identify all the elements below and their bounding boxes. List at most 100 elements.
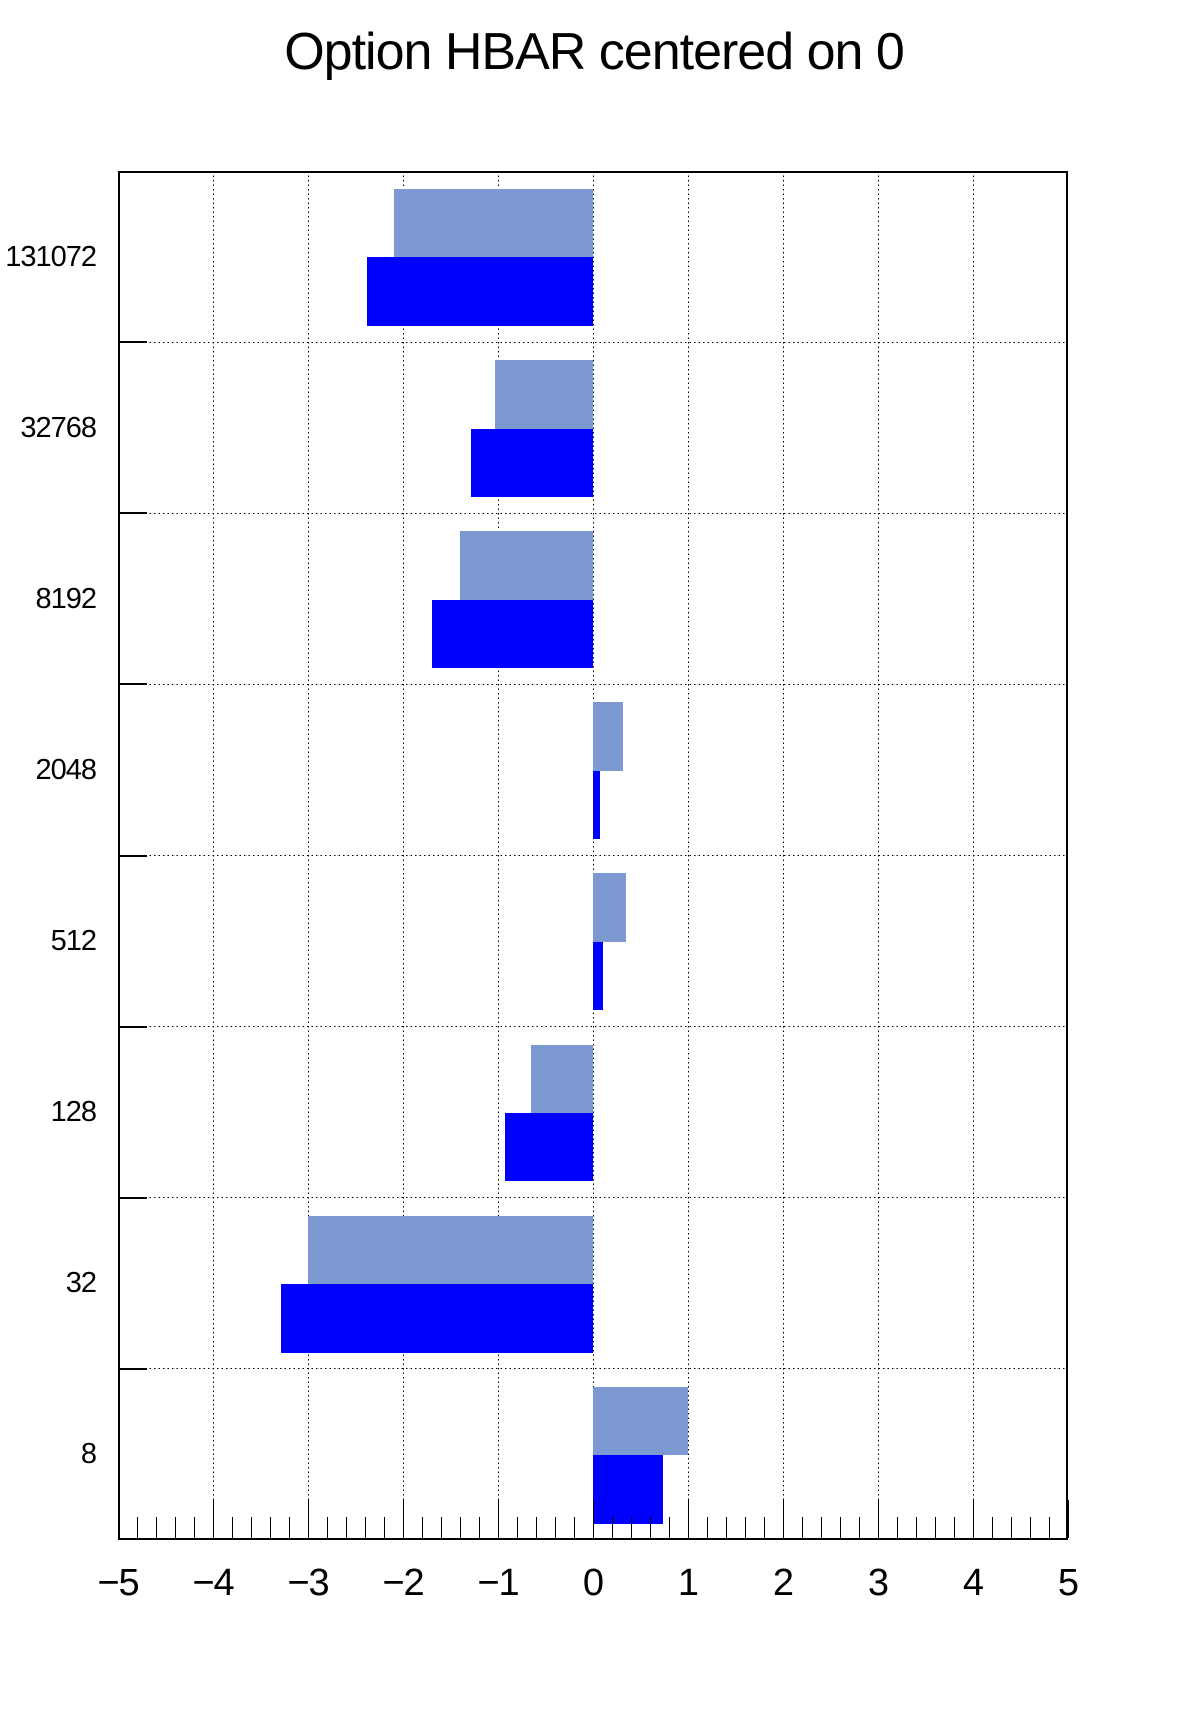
x-axis-minor-tick	[1029, 1517, 1031, 1538]
x-axis-minor-tick	[421, 1517, 423, 1538]
y-tick-label: 2048	[35, 753, 97, 786]
y-tick-label: 8192	[35, 582, 97, 615]
x-axis-minor-tick	[193, 1517, 195, 1538]
x-axis-major-tick	[212, 1500, 214, 1538]
x-axis-minor-tick	[953, 1517, 955, 1538]
x-axis-minor-tick	[345, 1517, 347, 1538]
bar-light-blue-bars	[308, 1215, 593, 1285]
x-tick-label: 5	[1057, 1562, 1079, 1604]
x-axis-minor-tick	[231, 1517, 233, 1538]
x-axis-minor-tick	[611, 1517, 613, 1538]
y-tick-label: 128	[50, 1096, 97, 1129]
gridline-horizontal	[118, 512, 1068, 514]
x-axis-minor-tick	[668, 1517, 670, 1538]
x-axis-minor-tick	[915, 1517, 917, 1538]
y-axis-bin-tick	[118, 512, 147, 515]
x-axis-minor-tick	[269, 1517, 271, 1538]
y-tick-label: 8	[80, 1438, 97, 1471]
x-axis-minor-tick	[516, 1517, 518, 1538]
bar-light-blue-bars	[393, 188, 593, 258]
y-axis-bin-tick	[118, 683, 147, 686]
bar-blue-bars	[281, 1284, 593, 1353]
y-tick-label: 32768	[20, 411, 97, 444]
x-axis-minor-tick	[440, 1517, 442, 1538]
bar-light-blue-bars	[460, 531, 593, 600]
bar-light-blue-bars	[531, 1044, 593, 1114]
gridline-horizontal	[118, 1026, 1068, 1028]
gridline-horizontal	[118, 683, 1068, 685]
x-axis-minor-tick	[991, 1517, 993, 1538]
gridline-horizontal	[118, 1368, 1068, 1370]
x-tick-label: 0	[582, 1562, 604, 1604]
x-axis-major-tick	[972, 1500, 974, 1538]
y-axis-bin-tick	[118, 1025, 147, 1028]
gridline-horizontal	[118, 855, 1068, 856]
x-tick-label: 4	[962, 1562, 984, 1604]
bar-blue-bars	[593, 1455, 664, 1524]
x-axis-minor-tick	[839, 1517, 841, 1538]
x-axis-minor-tick	[801, 1517, 803, 1538]
bar-light-blue-bars	[593, 702, 624, 771]
x-axis-minor-tick	[706, 1517, 708, 1538]
bar-blue-bars	[471, 428, 593, 497]
x-tick-label: −1	[477, 1562, 519, 1604]
bar-blue-bars	[366, 257, 593, 326]
x-axis-major-tick	[497, 1500, 499, 1538]
x-axis-minor-tick	[478, 1517, 480, 1538]
plot-frame	[117, 171, 1069, 1540]
y-tick-label: 32	[65, 1267, 97, 1300]
x-axis-minor-tick	[1010, 1517, 1012, 1538]
x-axis-minor-tick	[535, 1517, 537, 1538]
x-axis-minor-tick	[630, 1517, 632, 1538]
x-tick-label: −3	[287, 1562, 329, 1604]
x-tick-label: 1	[677, 1562, 699, 1604]
x-axis-major-tick	[1067, 1500, 1069, 1538]
x-axis-minor-tick	[934, 1517, 936, 1538]
chart-title: Option HBAR centered on 0	[284, 23, 905, 81]
x-tick-label: −4	[192, 1562, 234, 1604]
x-axis-minor-tick	[763, 1517, 765, 1538]
gridline-horizontal	[118, 1197, 1068, 1199]
y-axis-bin-tick	[118, 1367, 147, 1370]
x-axis-major-tick	[592, 1500, 594, 1538]
x-axis-major-tick	[117, 1500, 119, 1538]
gridline-horizontal	[118, 341, 1068, 343]
x-axis-minor-tick	[573, 1517, 575, 1538]
x-tick-label: 2	[772, 1562, 794, 1604]
x-axis-minor-tick	[459, 1517, 461, 1538]
y-tick-label: 131072	[5, 240, 97, 273]
y-axis-bin-tick	[118, 341, 147, 344]
x-axis-minor-tick	[1048, 1517, 1050, 1538]
bar-blue-bars	[593, 941, 603, 1011]
bar-light-blue-bars	[593, 1386, 688, 1456]
y-tick-label: 512	[50, 925, 97, 958]
x-tick-label: 3	[867, 1562, 889, 1604]
x-axis-minor-tick	[136, 1517, 138, 1538]
bar-blue-bars	[432, 599, 593, 669]
x-axis-minor-tick	[250, 1517, 252, 1538]
bar-light-blue-bars	[593, 873, 627, 942]
x-axis-minor-tick	[364, 1517, 366, 1538]
x-axis-minor-tick	[174, 1517, 176, 1538]
x-axis-major-tick	[782, 1500, 784, 1538]
x-tick-label: −2	[382, 1562, 424, 1604]
x-axis-minor-tick	[725, 1517, 727, 1538]
x-axis-major-tick	[877, 1500, 879, 1538]
x-axis-major-tick	[402, 1500, 404, 1538]
x-axis-major-tick	[307, 1500, 309, 1538]
y-axis-bin-tick	[118, 1196, 147, 1199]
x-tick-label: −5	[97, 1562, 139, 1604]
x-axis-minor-tick	[288, 1517, 290, 1538]
bar-light-blue-bars	[495, 360, 593, 429]
x-axis-minor-tick	[649, 1517, 651, 1538]
bar-blue-bars	[504, 1113, 593, 1182]
bar-blue-bars	[593, 770, 600, 840]
y-axis-bin-tick	[118, 854, 147, 857]
x-axis-minor-tick	[155, 1517, 157, 1538]
x-axis-major-tick	[687, 1500, 689, 1538]
x-axis-minor-tick	[896, 1517, 898, 1538]
x-axis-minor-tick	[326, 1517, 328, 1538]
x-axis-minor-tick	[744, 1517, 746, 1538]
x-axis-minor-tick	[858, 1517, 860, 1538]
